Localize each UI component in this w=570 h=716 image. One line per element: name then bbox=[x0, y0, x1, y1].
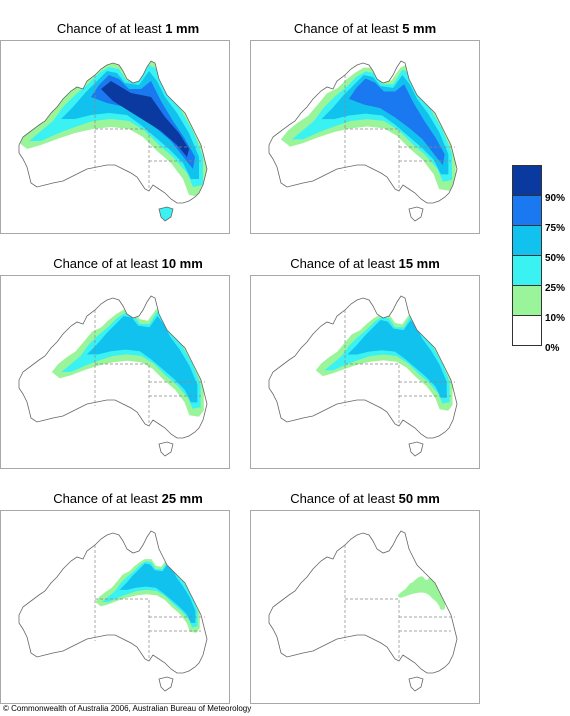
legend-swatch-50 bbox=[512, 225, 542, 255]
tasmania bbox=[158, 676, 174, 692]
rain-probability-c50 bbox=[347, 320, 447, 398]
tasmania bbox=[408, 441, 424, 457]
tasmania bbox=[158, 441, 174, 457]
map-panel-15mm bbox=[250, 275, 480, 469]
tasmania bbox=[158, 206, 174, 222]
title-amount: 10 mm bbox=[161, 256, 203, 271]
panel-title-5mm: Chance of at least 5 mm bbox=[250, 21, 480, 37]
state-borders bbox=[344, 545, 455, 661]
coastline bbox=[18, 295, 208, 439]
panel-title-25mm: Chance of at least 25 mm bbox=[13, 491, 243, 507]
map-panel-5mm bbox=[250, 40, 480, 234]
tasmania bbox=[408, 676, 424, 692]
legend-swatch-10 bbox=[512, 285, 542, 315]
coastline bbox=[18, 530, 208, 674]
state-borders bbox=[344, 310, 455, 426]
australia-map bbox=[18, 60, 208, 222]
legend-label-50: 50% bbox=[545, 253, 566, 264]
rain-probability-c50 bbox=[87, 316, 198, 403]
title-prefix: Chance of at least bbox=[53, 256, 162, 271]
title-prefix: Chance of at least bbox=[293, 21, 403, 36]
title-amount: 5 mm bbox=[402, 21, 437, 36]
title-amount: 1 mm bbox=[165, 21, 200, 36]
map-panel-1mm bbox=[0, 40, 230, 234]
australia-map bbox=[18, 530, 208, 692]
state-borders bbox=[94, 545, 205, 661]
legend-label-25: 25% bbox=[545, 283, 566, 294]
state-borders bbox=[94, 310, 205, 426]
rain-probability-c10 bbox=[397, 575, 445, 610]
title-prefix: Chance of at least bbox=[290, 491, 399, 506]
panel-title-1mm: Chance of at least 1 mm bbox=[13, 21, 243, 37]
title-amount: 15 mm bbox=[398, 256, 440, 271]
panel-title-10mm: Chance of at least 10 mm bbox=[13, 256, 243, 272]
legend-label-10: 10% bbox=[545, 313, 566, 324]
title-prefix: Chance of at least bbox=[56, 21, 166, 36]
panel-title-15mm: Chance of at least 15 mm bbox=[250, 256, 480, 272]
australia-map bbox=[268, 295, 458, 457]
australia-map bbox=[18, 295, 208, 457]
copyright-notice: © Commonwealth of Australia 2006, Austra… bbox=[3, 704, 252, 713]
legend-swatch-90 bbox=[512, 165, 542, 195]
panel-title-50mm: Chance of at least 50 mm bbox=[250, 491, 480, 507]
legend-swatch-0 bbox=[512, 315, 542, 346]
legend-swatch-75 bbox=[512, 195, 542, 225]
map-panel-25mm bbox=[0, 510, 230, 704]
state-borders bbox=[344, 75, 455, 191]
coastline bbox=[268, 295, 458, 439]
state-borders bbox=[94, 75, 205, 191]
coastline bbox=[268, 60, 458, 204]
legend-label-75: 75% bbox=[545, 223, 566, 234]
legend-label-90: 90% bbox=[545, 193, 566, 204]
map-panel-10mm bbox=[0, 275, 230, 469]
coastline bbox=[268, 530, 458, 674]
legend-swatch-25 bbox=[512, 255, 542, 285]
coastline bbox=[18, 60, 208, 204]
probability-legend bbox=[512, 165, 542, 346]
tasmania bbox=[408, 206, 424, 222]
map-panel-50mm bbox=[250, 510, 480, 704]
rain-probability-c75 bbox=[349, 78, 445, 166]
australia-map bbox=[268, 530, 458, 692]
title-prefix: Chance of at least bbox=[290, 256, 399, 271]
title-prefix: Chance of at least bbox=[53, 491, 162, 506]
australia-map bbox=[268, 60, 458, 222]
title-amount: 50 mm bbox=[398, 491, 440, 506]
title-amount: 25 mm bbox=[161, 491, 203, 506]
rain-probability-c90 bbox=[101, 81, 189, 157]
legend-label-0: 0% bbox=[545, 343, 560, 354]
rain-probability-c50 bbox=[119, 563, 196, 623]
